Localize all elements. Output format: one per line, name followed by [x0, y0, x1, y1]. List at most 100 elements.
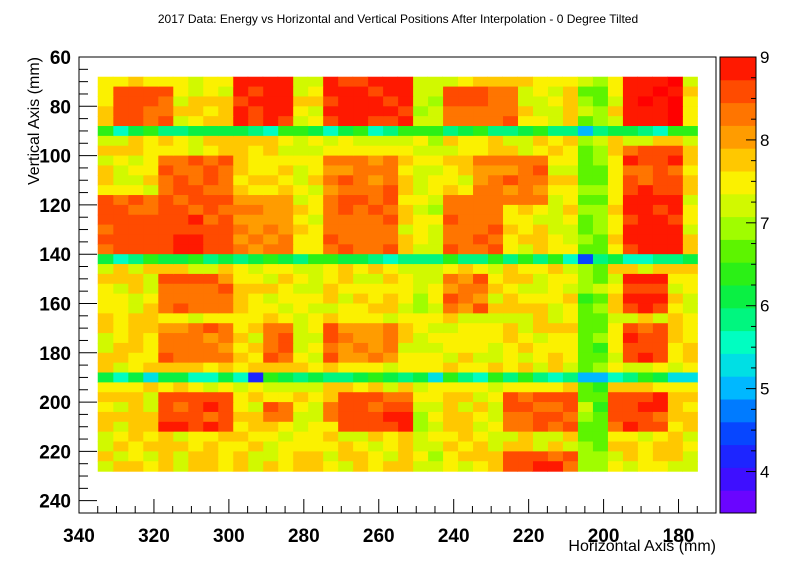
heatmap-cell: [412, 273, 429, 285]
heatmap-cell: [352, 175, 369, 186]
heatmap-cell: [562, 372, 578, 383]
heatmap-cell: [382, 86, 399, 98]
heatmap-cell: [307, 254, 324, 265]
heatmap-cell: [172, 402, 189, 413]
heatmap-cell: [322, 244, 339, 255]
colorbar-swatch: [720, 216, 756, 240]
heatmap-cell: [457, 392, 474, 403]
heatmap-cell: [187, 254, 204, 265]
heatmap-cell: [457, 195, 474, 206]
heatmap-cell: [352, 421, 369, 433]
heatmap-cell: [217, 461, 234, 472]
heatmap-cell: [562, 135, 578, 147]
heatmap-cell: [292, 254, 309, 265]
heatmap-cell: [337, 313, 354, 324]
heatmap-cell: [427, 244, 444, 255]
heatmap-cell: [262, 135, 279, 147]
heatmap-cell: [472, 303, 489, 314]
heatmap-cell: [562, 145, 578, 157]
heatmap-cell: [202, 421, 219, 433]
heatmap-cell: [577, 135, 593, 147]
heatmap-cell: [547, 234, 563, 245]
heatmap-cell: [157, 352, 174, 364]
heatmap-cell: [487, 273, 504, 285]
heatmap-cell: [322, 372, 339, 383]
heatmap-cell: [277, 352, 294, 364]
heatmap-cell: [232, 224, 249, 236]
heatmap-cell: [142, 451, 159, 462]
heatmap-cell: [277, 441, 294, 452]
heatmap-cell: [382, 145, 399, 157]
heatmap-cell: [607, 362, 623, 374]
heatmap-cell: [637, 155, 653, 167]
heatmap-cell: [397, 175, 414, 186]
heatmap-cell: [217, 303, 234, 314]
heatmap-cell: [322, 254, 339, 265]
heatmap-cell: [502, 254, 519, 265]
heatmap-cell: [187, 333, 204, 344]
y-tick-label: 160: [39, 294, 71, 315]
heatmap-cell: [577, 273, 593, 285]
heatmap-cell: [352, 126, 369, 137]
heatmap-cell: [322, 402, 339, 413]
heatmap-cell: [397, 313, 414, 324]
heatmap-cell: [307, 264, 324, 275]
heatmap-cell: [667, 76, 683, 88]
heatmap-cell: [247, 106, 264, 117]
heatmap-cell: [292, 421, 309, 433]
heatmap-cell: [337, 392, 354, 403]
heatmap-cell: [277, 372, 294, 383]
heatmap-cell: [97, 214, 114, 226]
heatmap-cell: [502, 116, 519, 127]
heatmap-cell: [652, 126, 668, 137]
heatmap-cell: [502, 313, 519, 324]
heatmap-cell: [142, 313, 159, 324]
heatmap-cell: [172, 441, 189, 452]
heatmap-cell: [352, 293, 369, 305]
heatmap-cell: [472, 461, 489, 472]
heatmap-cell: [382, 244, 399, 255]
heatmap-cell: [667, 431, 683, 443]
heatmap-cell: [127, 352, 144, 364]
heatmap-cell: [592, 402, 608, 413]
heatmap-cell: [667, 96, 683, 107]
heatmap-cell: [187, 214, 204, 226]
heatmap-cell: [562, 323, 578, 334]
heatmap-cell: [427, 135, 444, 147]
heatmap-cell: [637, 303, 653, 314]
heatmap-cell: [112, 402, 129, 413]
heatmap-cell: [382, 451, 399, 462]
heatmap-cell: [217, 234, 234, 245]
heatmap-cell: [337, 106, 354, 117]
heatmap-cell: [577, 175, 593, 186]
heatmap-cell: [367, 283, 384, 295]
heatmap-cell: [472, 195, 489, 206]
heatmap-cell: [97, 135, 114, 147]
heatmap-cell: [142, 402, 159, 413]
heatmap-cell: [142, 135, 159, 147]
heatmap-cell: [127, 175, 144, 186]
heatmap-cell: [502, 135, 519, 147]
heatmap-cell: [502, 461, 519, 472]
heatmap-cell: [607, 86, 623, 98]
heatmap-cell: [562, 392, 578, 403]
heatmap-cell: [547, 352, 563, 364]
heatmap-cell: [232, 313, 249, 324]
heatmap-cell: [562, 195, 578, 206]
heatmap-cells: [97, 76, 698, 472]
heatmap-cell: [217, 372, 234, 383]
heatmap-cell: [577, 411, 593, 423]
heatmap-cell: [532, 106, 548, 117]
heatmap-cell: [187, 76, 204, 88]
heatmap-cell: [682, 342, 698, 354]
heatmap-cell: [577, 165, 593, 176]
heatmap-cell: [292, 126, 309, 137]
heatmap-cell: [172, 96, 189, 107]
heatmap-cell: [652, 165, 668, 176]
heatmap-cell: [142, 116, 159, 127]
heatmap-cell: [127, 224, 144, 236]
heatmap-cell: [457, 116, 474, 127]
heatmap-cell: [367, 145, 384, 157]
heatmap-cell: [502, 362, 519, 374]
heatmap-cell: [547, 116, 563, 127]
